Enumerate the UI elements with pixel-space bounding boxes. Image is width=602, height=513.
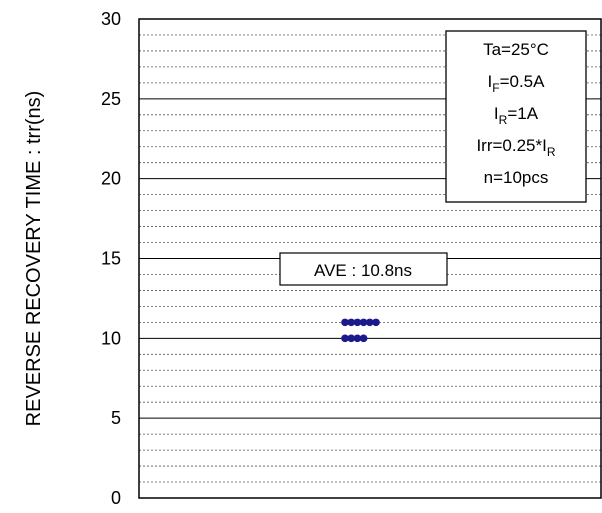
data-point bbox=[353, 318, 362, 327]
data-point bbox=[347, 318, 356, 327]
condition-line: Ta=25°C bbox=[483, 40, 549, 59]
data-point bbox=[359, 318, 368, 327]
data-point bbox=[341, 334, 349, 343]
condition-line: IF=0.5A bbox=[488, 72, 546, 95]
y-tick-label: 25 bbox=[101, 89, 121, 109]
average-box bbox=[279, 252, 448, 286]
y-tick-label: 30 bbox=[101, 9, 121, 29]
conditions-box: Ta=25°C IF=0.5A IR=1A Irr=0.25*IR n=10pcs bbox=[445, 30, 587, 203]
data-point bbox=[372, 318, 380, 327]
y-tick-label: 10 bbox=[101, 328, 121, 348]
condition-line: Irr=0.25*IR bbox=[476, 136, 555, 159]
data-point bbox=[347, 334, 356, 343]
conditions-frame bbox=[445, 30, 587, 203]
average-annotation: AVE : 10.8ns bbox=[279, 252, 448, 286]
y-tick-label: 0 bbox=[111, 488, 121, 508]
y-axis-label: REVERSE RECOVERY TIME : trr(ns) bbox=[23, 91, 45, 427]
y-tick-label: 20 bbox=[101, 169, 121, 189]
data-point bbox=[341, 318, 349, 327]
plot-frame bbox=[138, 18, 602, 499]
data-point bbox=[366, 318, 374, 327]
y-tick-labels: 0 5 10 15 20 25 30 bbox=[101, 9, 121, 508]
condition-line: IR=1A bbox=[494, 104, 539, 127]
average-label: AVE : 10.8ns bbox=[314, 261, 412, 280]
condition-line: n=10pcs bbox=[484, 168, 549, 187]
data-points bbox=[341, 318, 380, 343]
data-point bbox=[359, 334, 368, 343]
data-point bbox=[353, 334, 362, 343]
y-tick-label: 5 bbox=[111, 408, 121, 428]
y-tick-label: 15 bbox=[101, 249, 121, 269]
